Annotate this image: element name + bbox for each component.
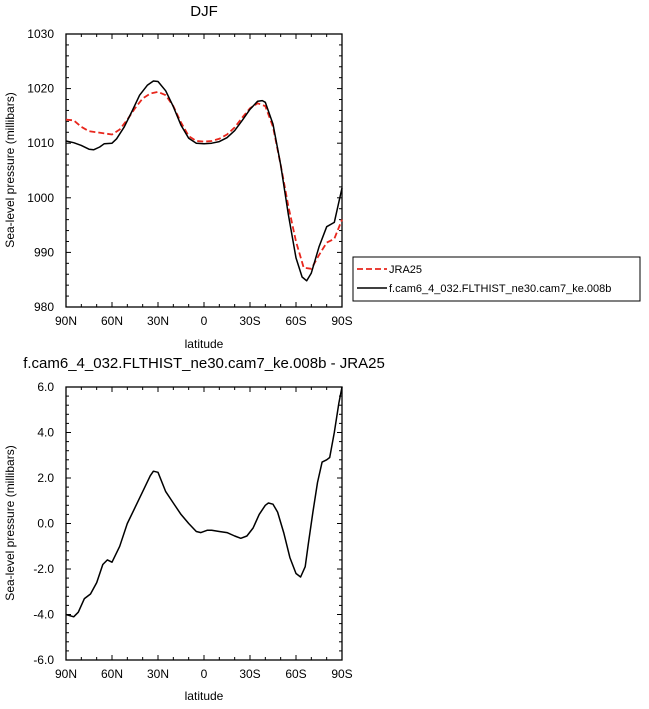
- bottom-chart-title: f.cam6_4_032.FLTHIST_ne30.cam7_ke.008b -…: [23, 355, 385, 372]
- x-tick-label: 30N: [147, 314, 169, 328]
- y-tick-label: 2.0: [37, 471, 54, 485]
- x-tick-label: 30S: [239, 314, 260, 328]
- top-series-lines: [65, 80, 343, 282]
- top-x-axis: 90N 60N 30N 0 30S 60S 90S: [55, 34, 353, 328]
- y-tick-label: -4.0: [33, 608, 54, 622]
- x-tick-label: 90S: [331, 667, 352, 681]
- x-tick-label: 60S: [285, 667, 306, 681]
- top-y-axis-label: Sea-level pressure (millibars): [3, 92, 17, 247]
- legend-box: [352, 256, 641, 302]
- x-tick-label: 60N: [101, 314, 123, 328]
- y-tick-label: 1010: [27, 136, 54, 150]
- series-line-0: [65, 386, 343, 618]
- x-tick-label: 30N: [147, 667, 169, 681]
- y-tick-label: 4.0: [37, 426, 54, 440]
- y-tick-label: 0.0: [37, 517, 54, 531]
- legend: JRA25 f.cam6_4_032.FLTHIST_ne30.cam7_ke.…: [352, 256, 641, 302]
- top-panel: DJF 90N 60N 30N 0 30S 60S 90S 980 990 1000 1010 10…: [3, 3, 353, 351]
- x-tick-label: 90S: [331, 314, 352, 328]
- y-tick-label: 1020: [27, 82, 54, 96]
- x-tick-label: 60N: [101, 667, 123, 681]
- bottom-x-axis: 90N 60N 30N 0 30S 60S 90S: [55, 387, 353, 681]
- x-tick-label: 30S: [239, 667, 260, 681]
- y-tick-label: -2.0: [33, 562, 54, 576]
- x-tick-label: 90N: [55, 314, 77, 328]
- top-chart-title: DJF: [190, 3, 218, 20]
- x-tick-label: 90N: [55, 667, 77, 681]
- y-tick-label: 990: [34, 245, 54, 259]
- x-tick-label: 0: [201, 667, 208, 681]
- bottom-x-axis-label: latitude: [185, 689, 224, 703]
- y-tick-label: 1030: [27, 27, 54, 41]
- bottom-y-axis: -6.0 -4.0 -2.0 0.0 2.0 4.0 6.0: [33, 380, 342, 667]
- series-line-1: [65, 80, 343, 282]
- bottom-y-axis-label: Sea-level pressure (millibars): [3, 445, 17, 600]
- bottom-panel: f.cam6_4_032.FLTHIST_ne30.cam7_ke.008b -…: [3, 355, 385, 703]
- top-x-axis-label: latitude: [185, 337, 224, 351]
- x-tick-label: 0: [201, 314, 208, 328]
- legend-label-model: f.cam6_4_032.FLTHIST_ne30.cam7_ke.008b: [389, 283, 611, 295]
- legend-label-jra25: JRA25: [389, 264, 422, 276]
- bottom-plot-frame: [65, 386, 343, 661]
- top-y-axis: 980 990 1000 1010 1020 1030: [27, 27, 342, 314]
- top-plot-frame: [65, 33, 343, 308]
- x-tick-label: 60S: [285, 314, 306, 328]
- series-line-0: [65, 91, 343, 270]
- y-tick-label: -6.0: [33, 653, 54, 667]
- y-tick-label: 980: [34, 300, 54, 314]
- y-tick-label: 1000: [27, 191, 54, 205]
- bottom-series-lines: [65, 386, 343, 618]
- y-tick-label: 6.0: [37, 380, 54, 394]
